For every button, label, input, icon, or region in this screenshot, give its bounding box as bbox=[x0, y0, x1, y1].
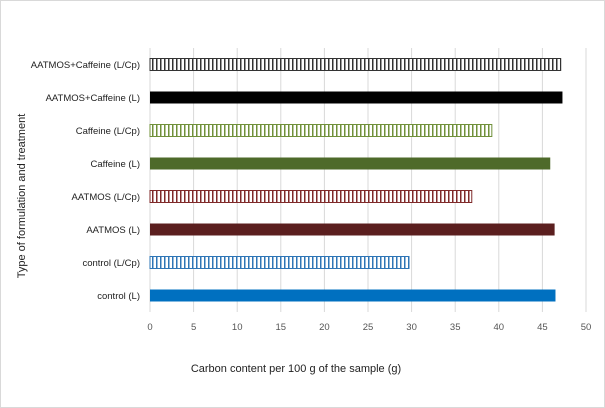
x-tick-label: 0 bbox=[147, 322, 152, 333]
category-label: Caffeine (L/Cp) bbox=[76, 126, 140, 137]
bar-caffeine-l-cp bbox=[149, 124, 493, 137]
y-axis-title: Type of formulation and treatment bbox=[16, 114, 28, 278]
bar-aatmos-l-cp bbox=[149, 190, 473, 203]
x-tick-label: 30 bbox=[406, 322, 417, 333]
x-tick-label: 5 bbox=[191, 322, 196, 333]
x-tick-label: 35 bbox=[450, 322, 461, 333]
category-label: AATMOS+Caffeine (L) bbox=[46, 93, 140, 104]
bar-control-l bbox=[150, 289, 556, 302]
bar-aatmos-l bbox=[150, 223, 555, 236]
x-tick-label: 45 bbox=[537, 322, 548, 333]
x-tick-label: 20 bbox=[319, 322, 330, 333]
category-labels: control (L) control (L/Cp) AATMOS (L) AATMO… bbox=[31, 60, 140, 302]
x-axis-title: Carbon content per 100 g of the sample (… bbox=[191, 363, 401, 375]
x-tick-label: 10 bbox=[232, 322, 243, 333]
category-label: AATMOS (L/Cp) bbox=[72, 192, 140, 203]
category-label: control (L/Cp) bbox=[82, 258, 140, 269]
bar-control-l-cp bbox=[149, 256, 410, 269]
bar-caffeine-l bbox=[150, 157, 551, 170]
category-label: AATMOS (L) bbox=[86, 225, 140, 236]
x-tick-label: 40 bbox=[494, 322, 505, 333]
bars bbox=[149, 58, 563, 302]
x-tick-labels: 0 5 10 15 20 25 30 35 40 45 50 bbox=[147, 322, 591, 333]
bar-aatmos-caffeine-l bbox=[150, 91, 563, 104]
x-tick-label: 25 bbox=[363, 322, 374, 333]
gridlines bbox=[149, 48, 587, 312]
category-label: AATMOS+Caffeine (L/Cp) bbox=[31, 60, 140, 71]
x-tick-label: 15 bbox=[276, 322, 287, 333]
category-label: control (L) bbox=[97, 291, 140, 302]
x-tick-label: 50 bbox=[581, 322, 592, 333]
category-label: Caffeine (L) bbox=[91, 159, 140, 170]
bar-aatmos-caffeine-l-cp bbox=[149, 58, 562, 71]
